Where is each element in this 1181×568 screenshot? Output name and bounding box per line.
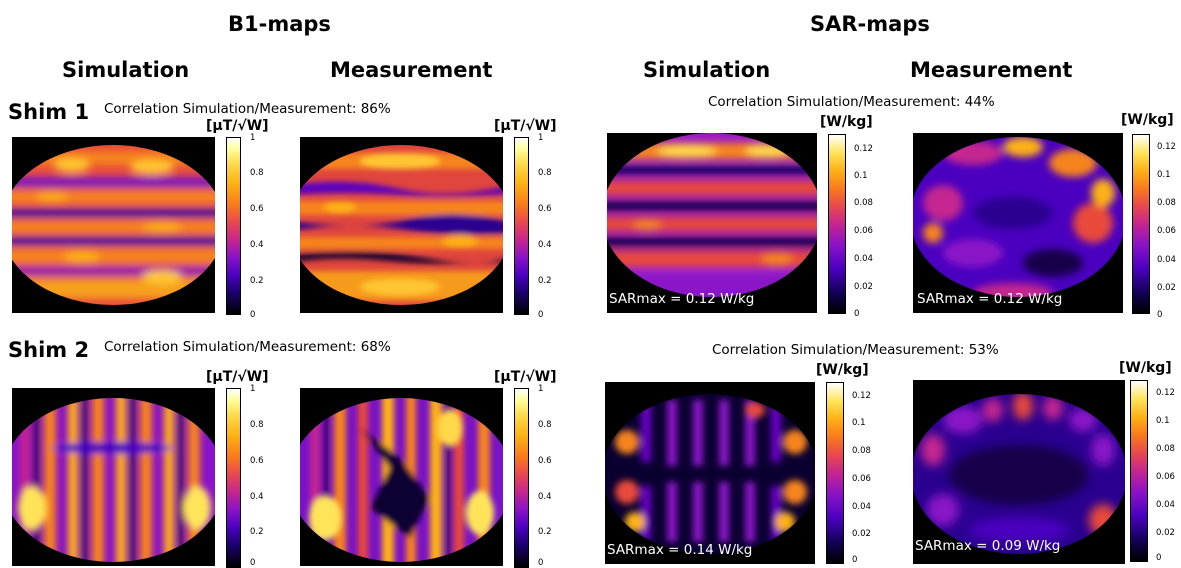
- sar-colorbar: [826, 382, 844, 564]
- colorbar-tick: 0.8: [250, 420, 264, 430]
- colorbar-tick: 0.02: [1157, 283, 1176, 293]
- b1-shim1-correlation: Correlation Simulation/Measurement: 86%: [104, 101, 391, 117]
- sar-maps-title: SAR-maps: [810, 12, 930, 36]
- b1-colorbar: [226, 137, 241, 315]
- b1-shim2-meas-map: [300, 388, 503, 566]
- sar-colorbar: [1132, 134, 1150, 314]
- sarmax-label: SARmax = 0.09 W/kg: [915, 538, 1061, 554]
- colorbar-tick: 0.12: [852, 391, 871, 401]
- colorbar-tick: 0.2: [538, 527, 552, 537]
- colorbar-tick: 0.6: [538, 456, 552, 466]
- colorbar-tick: 0.08: [1156, 444, 1175, 454]
- shim1-label: Shim 1: [8, 100, 90, 124]
- b1-shim2-sim-map: [12, 388, 215, 566]
- sarmax-label: SARmax = 0.14 W/kg: [607, 542, 753, 558]
- colorbar-tick: 0.4: [538, 240, 552, 250]
- sar-shim1-sim-map: SARmax = 0.12 W/kg: [607, 133, 817, 313]
- colorbar-tick: 0.02: [852, 529, 871, 539]
- colorbar-tick: 0.4: [538, 492, 552, 502]
- colorbar-tick: 0.2: [250, 527, 264, 537]
- colorbar-tick: 0.1: [1156, 416, 1170, 426]
- colorbar-tick: 0: [1156, 553, 1162, 563]
- colorbar-tick: 1: [538, 384, 544, 394]
- colorbar-tick: 0.02: [854, 282, 873, 292]
- colorbar-tick: 0: [538, 558, 544, 568]
- colorbar-tick: 0.04: [1157, 255, 1176, 265]
- colorbar-tick: 0.1: [1157, 170, 1171, 180]
- b1-colorbar: [514, 388, 529, 568]
- sar-unit-label: [W/kg]: [820, 114, 873, 130]
- colorbar-tick: 1: [250, 384, 256, 394]
- colorbar-tick: 0.06: [852, 474, 871, 484]
- colorbar-tick: 0: [250, 558, 256, 568]
- b1-shim1-sim-map: [12, 137, 215, 313]
- colorbar-tick: 0: [852, 555, 858, 565]
- sar-unit-label: [W/kg]: [816, 362, 869, 378]
- sar-shim2-meas-map: SARmax = 0.09 W/kg: [913, 380, 1125, 564]
- colorbar-tick: 0.06: [1157, 226, 1176, 236]
- sar-meas-column-title: Measurement: [910, 58, 1073, 82]
- shim2-label: Shim 2: [8, 338, 90, 362]
- colorbar-tick: 0.1: [852, 418, 866, 428]
- sar-shim2-sim-map: SARmax = 0.14 W/kg: [605, 382, 815, 564]
- sar-unit-label: [W/kg]: [1121, 112, 1174, 128]
- colorbar-tick: 0.2: [538, 276, 552, 286]
- colorbar-tick: 0.6: [538, 204, 552, 214]
- b1-colorbar: [226, 388, 241, 568]
- b1-unit-label: [μT/√W]: [494, 118, 557, 134]
- colorbar-tick: 0: [854, 309, 860, 319]
- colorbar-tick: 0: [1157, 310, 1163, 320]
- b1-sim-column-title: Simulation: [62, 58, 190, 82]
- b1-unit-label: [μT/√W]: [206, 118, 269, 134]
- colorbar-tick: 0: [250, 310, 256, 320]
- colorbar-tick: 0.02: [1156, 528, 1175, 538]
- colorbar-tick: 0.1: [854, 171, 868, 181]
- b1-meas-column-title: Measurement: [330, 58, 493, 82]
- colorbar-tick: 0.6: [250, 456, 264, 466]
- colorbar-tick: 0.08: [1157, 198, 1176, 208]
- colorbar-tick: 0.4: [250, 240, 264, 250]
- colorbar-tick: 1: [538, 133, 544, 143]
- colorbar-tick: 0.8: [538, 168, 552, 178]
- sar-colorbar: [1130, 380, 1148, 562]
- sar-colorbar: [828, 134, 846, 314]
- colorbar-tick: 0.12: [854, 144, 873, 154]
- sarmax-label: SARmax = 0.12 W/kg: [609, 291, 755, 307]
- b1-colorbar: [514, 137, 529, 315]
- colorbar-tick: 0.2: [250, 276, 264, 286]
- colorbar-tick: 0.12: [1156, 388, 1175, 398]
- colorbar-tick: 0.04: [852, 502, 871, 512]
- colorbar-tick: 0.8: [250, 168, 264, 178]
- colorbar-tick: 0.04: [1156, 500, 1175, 510]
- colorbar-tick: 0.6: [250, 204, 264, 214]
- colorbar-tick: 0.04: [854, 254, 873, 264]
- b1-shim2-correlation: Correlation Simulation/Measurement: 68%: [104, 339, 391, 355]
- sar-sim-column-title: Simulation: [643, 58, 771, 82]
- sar-shim1-correlation: Correlation Simulation/Measurement: 44%: [708, 94, 995, 110]
- colorbar-tick: 1: [250, 133, 256, 143]
- b1-shim1-meas-map: [300, 137, 503, 313]
- sar-shim1-meas-map: SARmax = 0.12 W/kg: [913, 133, 1123, 313]
- colorbar-tick: 0.06: [854, 226, 873, 236]
- colorbar-tick: 0.12: [1157, 142, 1176, 152]
- colorbar-tick: 0.8: [538, 420, 552, 430]
- b1-unit-label: [μT/√W]: [206, 369, 269, 385]
- sar-shim2-correlation: Correlation Simulation/Measurement: 53%: [712, 342, 999, 358]
- colorbar-tick: 0.06: [1156, 472, 1175, 482]
- colorbar-tick: 0: [538, 310, 544, 320]
- b1-unit-label: [μT/√W]: [494, 369, 557, 385]
- sarmax-label: SARmax = 0.12 W/kg: [917, 291, 1063, 307]
- colorbar-tick: 0.08: [854, 198, 873, 208]
- colorbar-tick: 0.4: [250, 492, 264, 502]
- b1-maps-title: B1-maps: [228, 12, 331, 36]
- sar-unit-label: [W/kg]: [1119, 360, 1172, 376]
- colorbar-tick: 0.08: [852, 446, 871, 456]
